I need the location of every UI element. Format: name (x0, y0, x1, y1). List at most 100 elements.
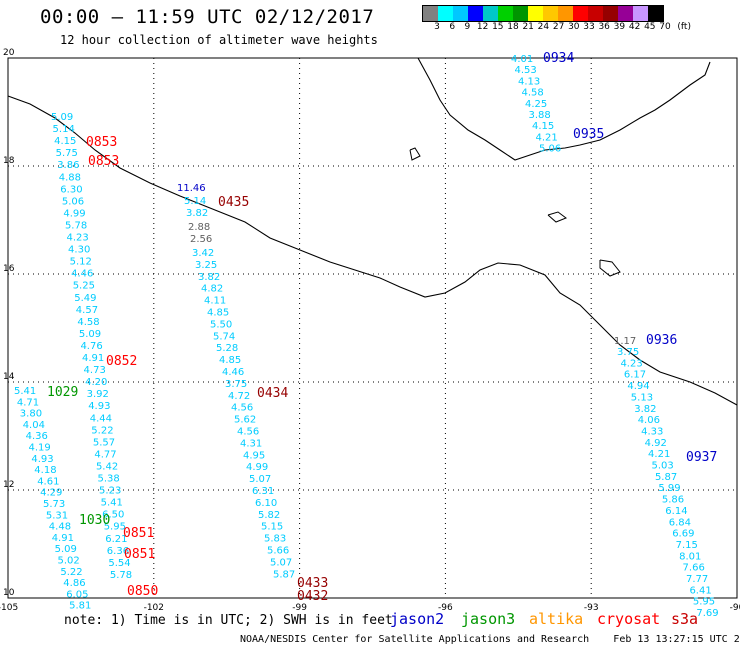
satellite-cryosat: cryosat (597, 610, 661, 628)
lat-label: 20 (3, 48, 15, 58)
legend-tick: 12 (476, 22, 489, 32)
lat-label: 12 (3, 480, 14, 490)
swh-value: 4.46 (222, 367, 244, 378)
legend-swatch-3 (468, 6, 483, 21)
swh-value: 5.13 (631, 392, 653, 403)
swh-value: 3.42 (192, 248, 214, 259)
lon-label: -96 (438, 603, 453, 613)
swh-value: 5.57 (93, 437, 115, 448)
legend-swatch-14 (633, 6, 648, 21)
pass-time-label: 0434 (257, 386, 288, 401)
swh-value: 4.93 (31, 454, 53, 465)
swh-value: 6.21 (105, 534, 127, 545)
color-scale-ticks: 3 6 9 12 15 18 21 24 27 30 33 36 39 42 45 70 (ft) (422, 22, 740, 34)
swh-value: 6.41 (689, 585, 711, 596)
swh-value: 4.25 (525, 99, 547, 110)
swh-value: 6.31 (252, 486, 274, 497)
lat-label: 10 (3, 588, 15, 598)
swh-value: 7.77 (686, 574, 708, 585)
swh-value: 4.93 (88, 401, 110, 412)
swh-value: 6.69 (672, 529, 694, 540)
swh-value: 4.91 (82, 353, 104, 364)
legend-swatch-2 (453, 6, 468, 21)
legend-swatch-4 (483, 6, 498, 21)
swh-value: 4.99 (63, 208, 85, 219)
swh-value: 5.99 (658, 483, 680, 494)
coastline-islet-2 (547, 211, 568, 223)
lat-label: 16 (3, 264, 15, 274)
swh-value: 4.21 (536, 132, 558, 143)
axis-labels: -105 -102 -99 -96 -93 -90 20 18 16 14 12 10 (0, 48, 740, 613)
swh-value: 5.15 (261, 522, 283, 533)
pass-time-label: 0852 (106, 354, 137, 369)
legend-tick: 30 (568, 22, 580, 32)
legend-tick: 45 (644, 22, 656, 32)
swh-value: 5.22 (91, 425, 113, 436)
swh-value: 6.50 (102, 510, 124, 521)
swh-value: 2.88 (188, 222, 210, 233)
pass-time-label: 1029 (47, 385, 78, 400)
footer-credit: NOAA/NESDIS Center for Satellite Applica… (240, 634, 740, 645)
swh-value: 4.86 (63, 578, 85, 589)
legend-swatch-15 (648, 6, 663, 21)
pass-time-label: 0851 (123, 526, 154, 541)
swh-value: 5.07 (249, 474, 271, 485)
swh-value: 4.85 (207, 308, 229, 319)
legend-swatch-7 (528, 6, 543, 21)
legend-swatch-5 (498, 6, 513, 21)
lon-label: -102 (144, 603, 164, 613)
swh-value: 3.25 (195, 260, 217, 271)
swh-value: 4.44 (90, 413, 112, 424)
lat-label: 18 (3, 156, 15, 166)
swh-value: 6.36 (107, 546, 129, 557)
credit-text: NOAA/NESDIS Center for Satellite Applica… (240, 634, 590, 645)
swh-value: 5.06 (62, 196, 84, 207)
swh-value: 5.86 (662, 495, 684, 506)
satellite-altika: altika (529, 610, 584, 628)
legend-swatch-1 (438, 6, 453, 21)
swh-value: 4.92 (645, 438, 667, 449)
swh-value: 5.81 (69, 601, 91, 612)
swh-value: 5.74 (213, 331, 235, 342)
swh-value: 5.87 (273, 569, 295, 580)
coastline-gulf (417, 57, 711, 161)
coastline-islet-3 (599, 259, 621, 277)
swh-value: 4.85 (219, 355, 241, 366)
swh-value: 5.42 (96, 461, 118, 472)
swh-value: 6.84 (669, 517, 691, 528)
color-scale-legend (422, 5, 664, 22)
swh-value: 3.86 (57, 160, 79, 171)
pass-time-label: 0435 (218, 195, 249, 210)
pass-time-label: 0934 (543, 51, 574, 66)
legend-tick: 15 (492, 22, 504, 32)
swh-value: 5.78 (65, 220, 87, 231)
lon-label: -93 (584, 603, 599, 613)
swh-value: 6.05 (66, 589, 88, 600)
swh-value: 4.76 (80, 341, 102, 352)
swh-value: 4.18 (34, 465, 56, 476)
swh-value: 4.58 (77, 317, 99, 328)
legend-swatch-9 (558, 6, 573, 21)
coastline-islet-1 (409, 147, 421, 161)
swh-value: 7.69 (696, 608, 718, 619)
generated-timestamp: Feb 13 13:27:15 UTC 2017 (613, 634, 740, 645)
swh-value: 5.14 (53, 124, 75, 135)
swh-value: 5.07 (270, 557, 292, 568)
legend-tick: (ft) (677, 22, 691, 32)
pass-time-label: 0937 (686, 450, 717, 465)
swh-value: 4.46 (71, 269, 93, 280)
swh-value: 5.31 (46, 510, 68, 521)
pass-time-label: 0936 (646, 333, 677, 348)
swh-value: 3.80 (20, 409, 42, 420)
swh-value: 5.25 (73, 281, 95, 292)
swh-value: 4.82 (201, 284, 223, 295)
swh-value: 5.38 (98, 474, 120, 485)
satellite-s3a: s3a (671, 610, 699, 628)
swh-value: 7.66 (683, 563, 705, 574)
swh-value: 5.06 (539, 144, 561, 155)
swh-value: 4.53 (515, 65, 537, 76)
legend-tick: 27 (552, 22, 565, 32)
swh-value: 4.15 (54, 136, 76, 147)
swh-value: 5.03 (652, 461, 674, 472)
